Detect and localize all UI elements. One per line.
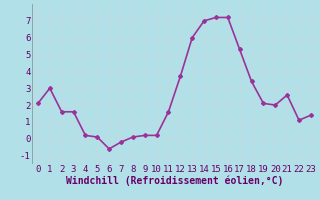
X-axis label: Windchill (Refroidissement éolien,°C): Windchill (Refroidissement éolien,°C) (66, 176, 283, 186)
